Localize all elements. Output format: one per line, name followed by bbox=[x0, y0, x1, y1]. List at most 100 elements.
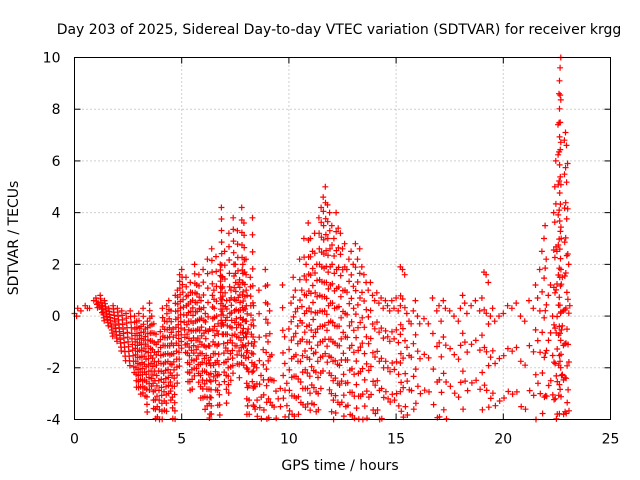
data-point bbox=[539, 288, 546, 295]
data-point bbox=[308, 308, 315, 315]
data-point bbox=[255, 287, 262, 294]
data-point bbox=[240, 220, 247, 226]
data-point bbox=[280, 372, 287, 379]
data-point bbox=[543, 301, 550, 308]
data-point bbox=[329, 300, 336, 307]
data-point bbox=[400, 355, 407, 362]
data-point bbox=[296, 276, 303, 283]
data-point bbox=[324, 201, 331, 208]
data-point bbox=[551, 219, 558, 226]
data-point bbox=[146, 387, 153, 393]
data-point bbox=[258, 415, 265, 422]
data-point bbox=[204, 270, 211, 277]
data-point bbox=[202, 310, 209, 317]
data-point bbox=[552, 325, 559, 332]
data-point bbox=[553, 372, 560, 379]
data-point bbox=[459, 368, 466, 375]
data-point bbox=[310, 299, 316, 306]
data-point bbox=[128, 330, 135, 337]
data-point bbox=[195, 271, 202, 278]
data-point bbox=[361, 298, 368, 304]
data-point bbox=[190, 350, 197, 357]
data-point bbox=[385, 395, 392, 402]
data-point bbox=[249, 231, 256, 238]
data-point bbox=[557, 224, 564, 231]
data-point bbox=[143, 371, 150, 378]
data-point bbox=[557, 64, 564, 71]
data-point bbox=[264, 282, 271, 288]
data-point bbox=[263, 332, 269, 339]
data-point bbox=[421, 387, 428, 394]
data-point bbox=[224, 331, 231, 338]
data-point bbox=[140, 321, 147, 328]
data-point bbox=[537, 349, 544, 356]
data-point bbox=[556, 105, 563, 112]
data-point bbox=[228, 294, 235, 301]
data-point bbox=[320, 368, 326, 374]
data-point bbox=[328, 390, 335, 397]
data-point bbox=[216, 381, 223, 388]
data-point bbox=[434, 343, 440, 350]
data-point bbox=[539, 410, 546, 417]
data-point bbox=[193, 290, 200, 297]
data-point bbox=[367, 307, 374, 314]
data-point bbox=[556, 246, 563, 253]
data-point bbox=[551, 321, 557, 328]
data-point bbox=[370, 378, 377, 385]
data-point bbox=[496, 355, 503, 362]
data-point bbox=[566, 407, 572, 414]
data-point bbox=[410, 340, 417, 347]
data-point bbox=[265, 357, 272, 364]
data-point bbox=[410, 373, 417, 380]
data-point bbox=[292, 351, 299, 358]
data-point bbox=[369, 349, 376, 356]
data-point bbox=[244, 310, 251, 317]
data-point bbox=[329, 319, 336, 326]
data-point bbox=[410, 307, 417, 314]
data-point bbox=[460, 406, 467, 413]
data-point bbox=[216, 391, 223, 398]
data-point bbox=[236, 348, 243, 354]
data-point bbox=[231, 284, 238, 291]
data-point bbox=[230, 249, 237, 256]
data-point bbox=[365, 340, 372, 347]
data-point bbox=[479, 406, 486, 413]
data-point bbox=[211, 332, 218, 339]
data-point bbox=[221, 369, 228, 376]
data-point bbox=[245, 354, 252, 361]
data-point bbox=[517, 358, 524, 365]
data-point bbox=[311, 250, 318, 257]
data-point bbox=[234, 227, 241, 234]
data-point bbox=[145, 349, 152, 356]
data-point bbox=[552, 360, 559, 367]
data-point bbox=[478, 295, 485, 301]
data-point bbox=[176, 278, 183, 285]
data-point bbox=[359, 391, 366, 398]
data-point bbox=[328, 222, 335, 229]
data-point bbox=[557, 139, 564, 146]
data-point bbox=[312, 369, 319, 376]
data-point bbox=[403, 310, 410, 317]
data-point bbox=[273, 415, 280, 422]
data-point bbox=[176, 349, 182, 356]
data-point bbox=[354, 301, 361, 308]
data-point bbox=[389, 391, 396, 398]
data-point bbox=[157, 328, 164, 335]
data-point bbox=[251, 403, 257, 410]
data-point bbox=[338, 378, 345, 385]
data-point bbox=[244, 292, 251, 299]
data-point bbox=[213, 327, 220, 334]
data-point bbox=[541, 235, 547, 242]
data-point bbox=[556, 178, 563, 184]
data-point bbox=[186, 370, 193, 376]
data-point bbox=[564, 399, 571, 406]
data-point bbox=[297, 379, 304, 385]
data-point bbox=[309, 265, 316, 272]
data-point bbox=[209, 280, 216, 287]
data-point bbox=[146, 300, 153, 307]
y-tick-label: 0 bbox=[52, 309, 61, 325]
data-point bbox=[179, 281, 186, 288]
data-point bbox=[218, 204, 225, 211]
data-point bbox=[387, 399, 394, 405]
data-point bbox=[280, 349, 286, 356]
